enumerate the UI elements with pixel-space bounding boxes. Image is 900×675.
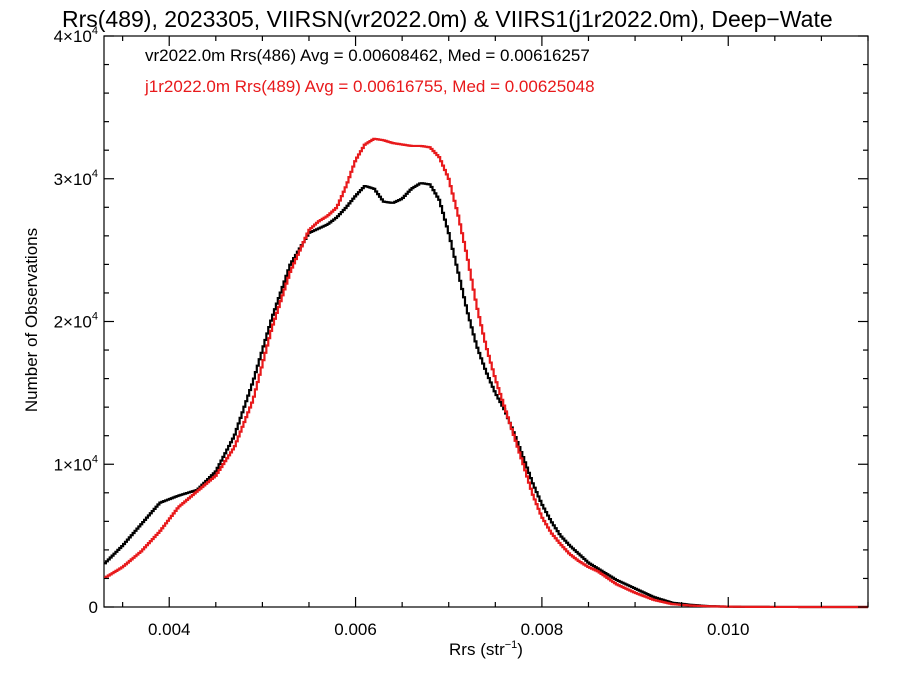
x-axis-label-close: ) [517, 640, 523, 659]
y-tick-label-exponent: 4 [92, 25, 98, 37]
legend-entry-series-2: j1r2022.0m Rrs(489) Avg = 0.00616755, Me… [144, 77, 595, 96]
y-tick-label-exponent: 4 [92, 168, 98, 180]
x-axis-label-exponent: −1 [505, 639, 518, 651]
legend: vr2022.0m Rrs(486) Avg = 0.00608462, Med… [144, 46, 595, 96]
y-tick-label: 0 [89, 598, 98, 617]
x-tick-label: 0.010 [707, 620, 750, 639]
y-axis-label: Number of Observations [22, 228, 41, 412]
y-tick-label-exponent: 4 [92, 453, 98, 465]
x-axis: 0.004 0.006 0.008 0.010 [122, 36, 869, 639]
x-axis-label-text: Rrs (str [449, 640, 505, 659]
y-tick-label-mantissa: 1×10 [54, 455, 92, 474]
x-tick-label: 0.006 [334, 620, 377, 639]
y-tick-label-exponent: 4 [92, 311, 98, 323]
y-tick-label-mantissa: 3×10 [54, 170, 92, 189]
plot-frame [103, 35, 869, 608]
series-2-line [104, 137, 868, 609]
chart-title: Rrs(489), 2023305, VIIRSN(vr2022.0m) & V… [62, 6, 833, 32]
x-tick-label: 0.004 [148, 620, 191, 639]
legend-entry-series-1: vr2022.0m Rrs(486) Avg = 0.00608462, Med… [145, 46, 590, 65]
y-tick-label: 2×104 [54, 311, 98, 332]
series-layer [104, 137, 868, 609]
y-tick-label: 4×104 [54, 25, 98, 46]
x-tick-label: 0.008 [521, 620, 564, 639]
y-tick-label-mantissa: 2×10 [54, 313, 92, 332]
y-tick-label-mantissa: 0 [89, 598, 98, 617]
y-tick-label-mantissa: 4×10 [54, 27, 92, 46]
series-1-line [104, 182, 868, 609]
plot-area-border [103, 35, 869, 608]
x-axis-label: Rrs (str−1) [449, 639, 523, 659]
y-tick-label: 1×104 [54, 453, 98, 474]
y-tick-label: 3×104 [54, 168, 98, 189]
